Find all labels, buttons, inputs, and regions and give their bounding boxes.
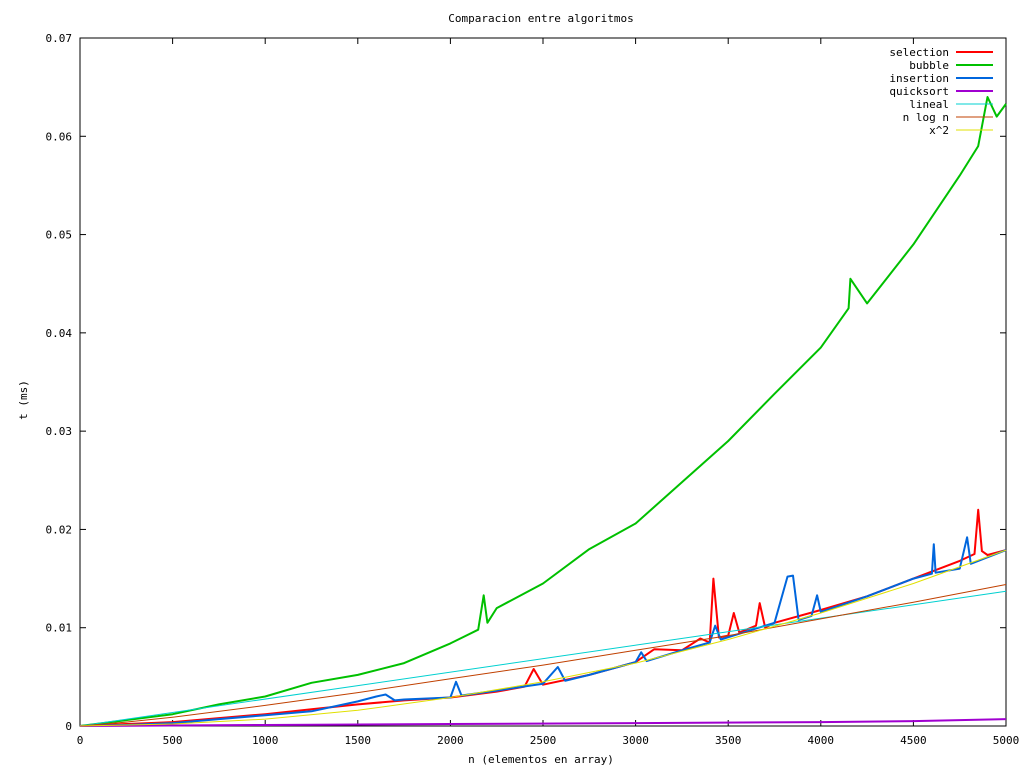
- series-line-insertion: [79, 536, 1007, 727]
- y-tick-label: 0.06: [46, 130, 73, 143]
- x-tick-label: 1000: [252, 734, 279, 747]
- y-tick-label: 0.02: [46, 523, 73, 536]
- legend-label: quicksort: [889, 85, 949, 98]
- legend-label: insertion: [889, 72, 949, 85]
- y-tick-label: 0.03: [46, 425, 73, 438]
- x-axis-label: n (elementos en array): [468, 753, 614, 766]
- x-tick-label: 2000: [437, 734, 464, 747]
- x-tick-label: 5000: [993, 734, 1020, 747]
- series-line-bubble: [79, 96, 1007, 727]
- x-tick-label: 2500: [530, 734, 557, 747]
- y-tick-label: 0: [65, 720, 72, 733]
- plot-frame: [79, 37, 1007, 727]
- x-tick-label: 0: [77, 734, 84, 747]
- x-tick-label: 4000: [808, 734, 835, 747]
- x-tick-label: 4500: [900, 734, 927, 747]
- legend-label: bubble: [909, 59, 949, 72]
- series-line-selection: [79, 508, 1007, 727]
- x-tick-label: 3000: [622, 734, 649, 747]
- x-tick-label: 3500: [715, 734, 742, 747]
- series-line-x-2: [79, 549, 1007, 727]
- legend-label: x^2: [929, 124, 949, 137]
- x-tick-label: 1500: [345, 734, 372, 747]
- legend-label: lineal: [909, 98, 949, 111]
- x-tick-label: 500: [163, 734, 183, 747]
- y-tick-label: 0.04: [46, 327, 73, 340]
- series-line-n-log-n: [79, 584, 1007, 727]
- legend-label: n log n: [903, 111, 949, 124]
- series-line-quicksort: [79, 718, 1007, 727]
- y-axis-label: t (ms): [17, 380, 30, 420]
- y-tick-label: 0.05: [46, 229, 73, 242]
- series-line-lineal: [79, 590, 1007, 727]
- chart-title: Comparacion entre algoritmos: [448, 12, 633, 25]
- legend-label: selection: [889, 46, 949, 59]
- y-tick-label: 0.07: [46, 32, 73, 45]
- y-tick-label: 0.01: [46, 622, 73, 635]
